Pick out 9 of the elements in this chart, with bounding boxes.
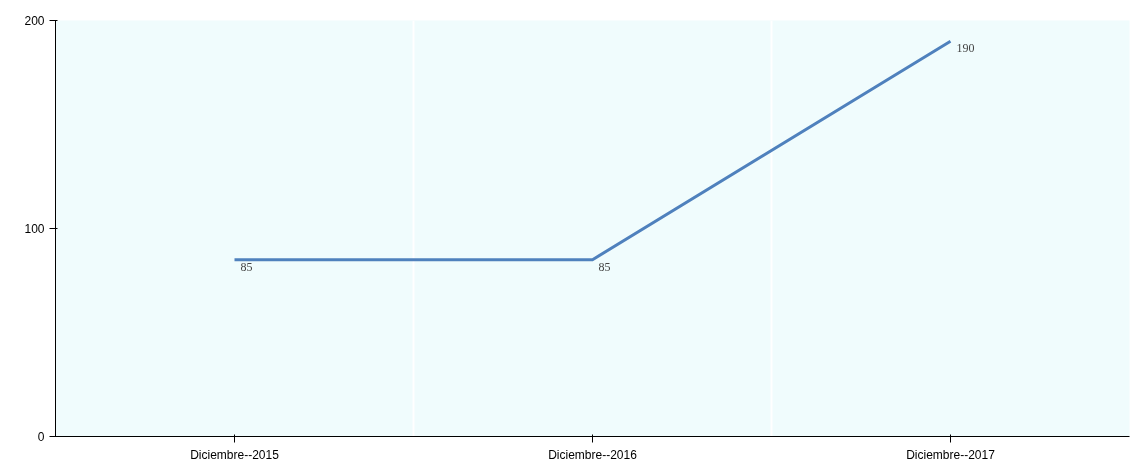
data-label: 85: [240, 259, 253, 274]
x-tick-label: Diciembre--2016: [548, 447, 638, 462]
y-tick-label: 0: [37, 430, 45, 444]
data-label: 85: [598, 259, 611, 274]
x-tick-label: Diciembre--2017: [906, 447, 996, 462]
y-tick-label: 100: [24, 222, 45, 236]
data-label: 190: [956, 41, 975, 56]
y-tick-label: 200: [24, 14, 45, 28]
x-tick-label: Diciembre--2015: [190, 447, 280, 462]
